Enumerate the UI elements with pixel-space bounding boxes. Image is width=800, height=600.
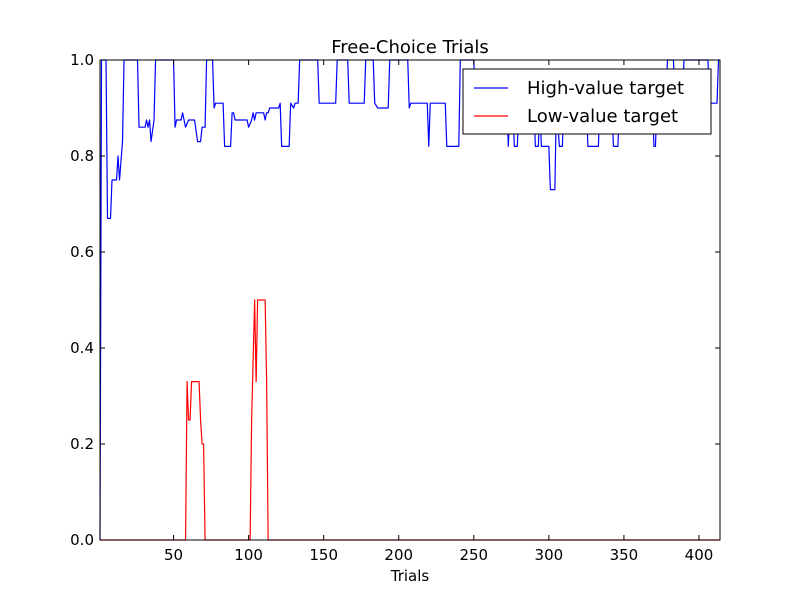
y-tick-label: 0.2 xyxy=(70,435,94,453)
x-tick-label: 250 xyxy=(459,546,488,564)
x-tick-label: 350 xyxy=(610,546,639,564)
x-tick-label: 50 xyxy=(164,546,183,564)
series-line-1 xyxy=(100,299,720,541)
y-tick-label: 0.4 xyxy=(70,339,94,357)
legend: High-value target Low-value target xyxy=(462,68,712,135)
y-axis: 0.0 0.2 0.4 0.6 0.8 1.0 xyxy=(70,51,720,549)
y-tick-label: 0.6 xyxy=(70,243,94,261)
legend-label-1: Low-value target xyxy=(527,106,678,127)
x-axis-label: Trials xyxy=(390,567,430,585)
x-tick-label: 300 xyxy=(535,546,564,564)
y-tick-label: 0.8 xyxy=(70,147,94,165)
y-tick-label: 0.0 xyxy=(70,531,94,549)
x-tick-label: 100 xyxy=(234,546,263,564)
x-tick-label: 400 xyxy=(685,546,714,564)
x-tick-label: 150 xyxy=(309,546,338,564)
legend-label-0: High-value target xyxy=(527,78,684,99)
plot-frame xyxy=(99,59,721,541)
x-axis: 50 100 150 200 250 300 350 400 xyxy=(164,60,713,564)
legend-box xyxy=(462,68,712,135)
x-tick-label: 200 xyxy=(384,546,413,564)
y-tick-label: 1.0 xyxy=(70,51,94,69)
chart-title: Free-Choice Trials xyxy=(331,37,489,58)
